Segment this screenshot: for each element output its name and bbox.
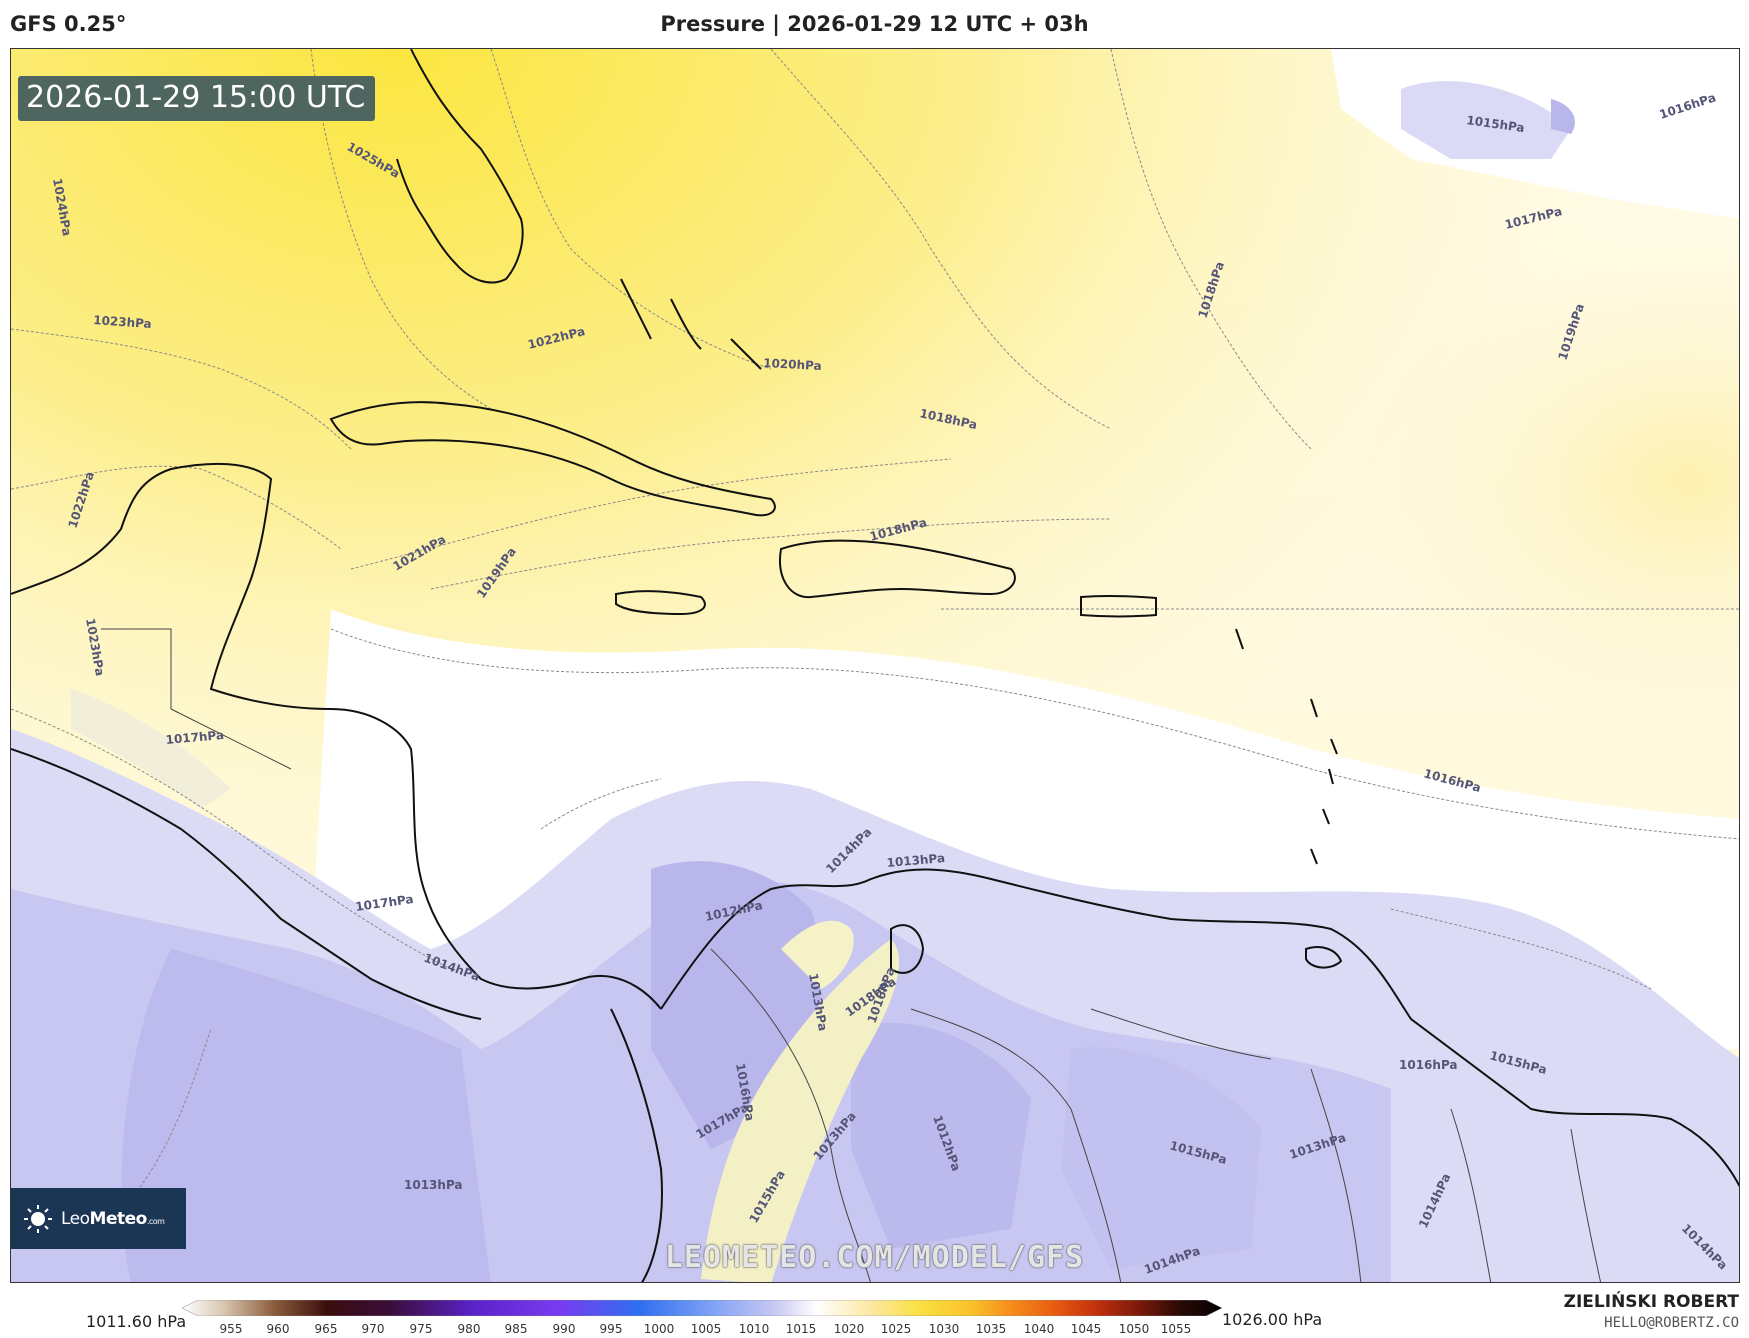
- model-name: GFS 0.25°: [10, 12, 127, 36]
- colorbar-tick: 980: [457, 1322, 481, 1336]
- colorbar-tick: 1055: [1160, 1322, 1192, 1336]
- colorbar-tick: 1035: [975, 1322, 1007, 1336]
- isobar-label: 1013hPa: [886, 851, 946, 870]
- isobar-label: 1017hPa: [165, 728, 225, 747]
- colorbar-tick: 1045: [1070, 1322, 1102, 1336]
- source-watermark: LEOMETEO.COM/MODEL/GFS: [664, 1240, 1085, 1275]
- pressure-field: 1025hPa 1024hPa 1023hPa 1022hPa 1022hPa …: [11, 49, 1739, 1282]
- colorbar-tick: 1015: [785, 1322, 817, 1336]
- colorbar-max-label: 1026.00 hPa: [1222, 1310, 1323, 1329]
- author-email[interactable]: HELLO@ROBERTZ.CO: [1604, 1315, 1739, 1331]
- valid-time-badge: 2026-01-29 15:00 UTC: [18, 76, 376, 121]
- leometeo-logo[interactable]: LeoMeteo.com: [11, 1188, 186, 1249]
- colorbar-tick: 960: [266, 1322, 290, 1336]
- sun-icon: [24, 1204, 52, 1233]
- colorbar-tick: 1050: [1118, 1322, 1150, 1336]
- colorbar-tick: 990: [552, 1322, 576, 1336]
- colorbar-min-label: 1011.60 hPa: [86, 1312, 187, 1331]
- colorbar-tick: 1000: [643, 1322, 675, 1336]
- colorbar-tick: 1005: [690, 1322, 722, 1336]
- isobar-label: 1013hPa: [404, 1178, 463, 1192]
- colorbar-tick: 955: [219, 1322, 243, 1336]
- colorbar-tick: 985: [504, 1322, 528, 1336]
- colorbar-tick: 1025: [880, 1322, 912, 1336]
- colorbar-tick: 995: [599, 1322, 623, 1336]
- colorbar-tick: 965: [314, 1322, 338, 1336]
- colorbar-tick: 975: [409, 1322, 433, 1336]
- isobar-label: 1020hPa: [763, 356, 822, 373]
- map-title: Pressure | 2026-01-29 12 UTC + 03h: [660, 12, 1089, 36]
- colorbar-ticks: 955 960 965 970 975 980 985 990 995 1000…: [0, 1322, 1749, 1338]
- isobar-label: 1023hPa: [93, 313, 152, 331]
- colorbar-tick: 1040: [1023, 1322, 1055, 1336]
- isobar-lines: [11, 49, 1739, 1200]
- logo-text: LeoMeteo.com: [61, 1208, 165, 1229]
- pressure-map[interactable]: 1025hPa 1024hPa 1023hPa 1022hPa 1022hPa …: [10, 48, 1740, 1283]
- colorbar-tick: 1030: [928, 1322, 960, 1336]
- isobar-label: 1016hPa: [1399, 1058, 1458, 1072]
- colorbar-tick: 1020: [833, 1322, 865, 1336]
- colorbar: [182, 1300, 1222, 1316]
- colorbar-tick: 970: [361, 1322, 385, 1336]
- coastlines: [11, 49, 1739, 1282]
- borders: [101, 628, 1602, 1282]
- colorbar-tick: 1010: [738, 1322, 770, 1336]
- author-name: ZIELIŃSKI ROBERT: [1563, 1292, 1739, 1312]
